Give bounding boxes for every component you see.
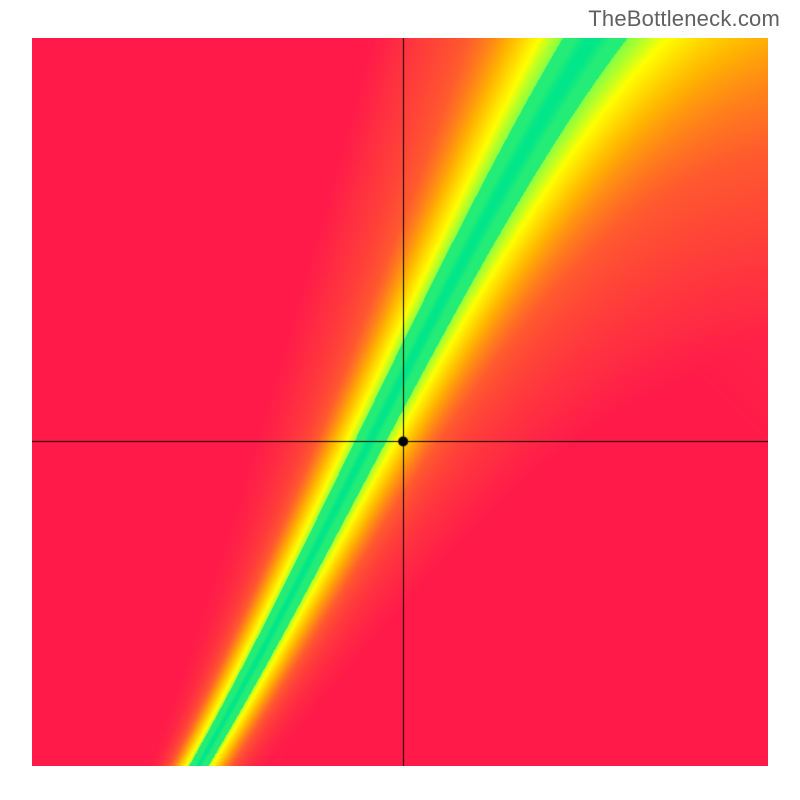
heatmap-canvas xyxy=(32,38,768,766)
plot-area xyxy=(32,38,768,766)
chart-container: TheBottleneck.com xyxy=(0,0,800,800)
attribution-text: TheBottleneck.com xyxy=(588,6,780,32)
